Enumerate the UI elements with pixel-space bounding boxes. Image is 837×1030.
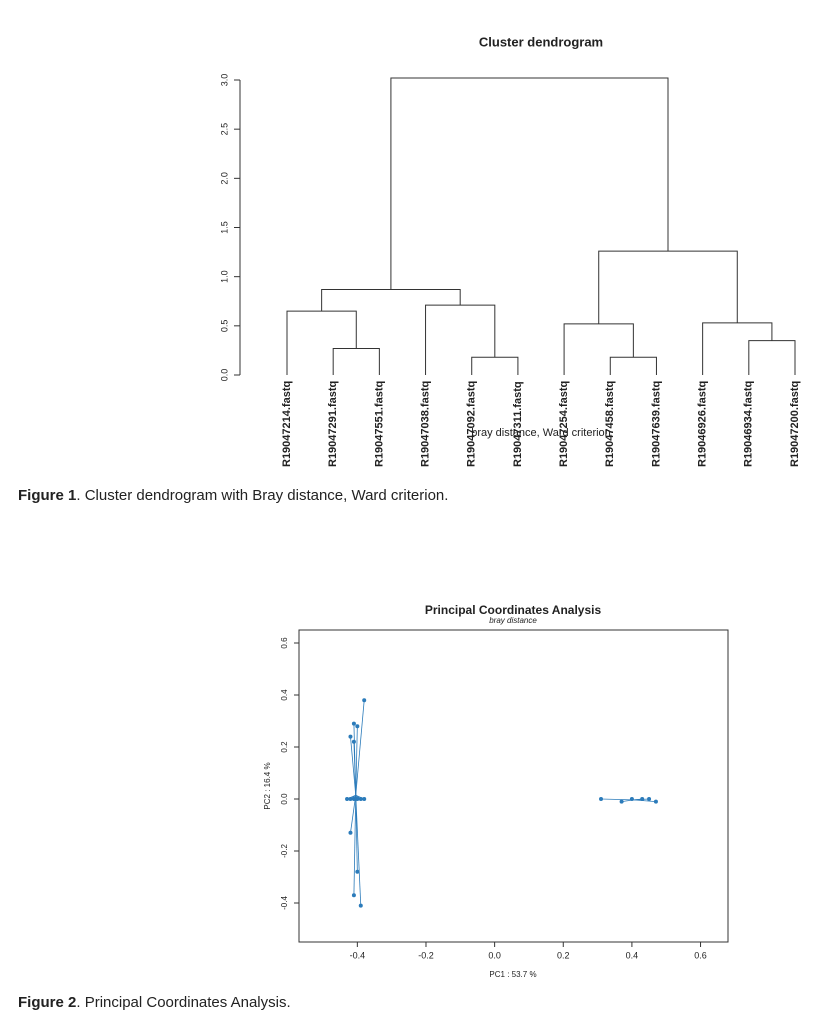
y-tick-label: 1.0 [219, 270, 229, 283]
x-tick-label: 0.2 [557, 950, 570, 960]
leaf-label: R19047551.fastq [373, 381, 385, 467]
spider-line [355, 726, 358, 796]
spider-line [355, 795, 362, 906]
leaf-label: R19047291.fastq [327, 381, 339, 467]
point [619, 799, 624, 804]
point [351, 721, 356, 726]
leaf-label: R19047639.fastq [650, 381, 662, 467]
chart-title: Cluster dendrogram [479, 34, 603, 49]
y-tick-label: -0.2 [280, 844, 289, 858]
dendrogram-branch [332, 347, 380, 375]
dendrogram-branch [321, 288, 461, 312]
point [362, 698, 367, 703]
caption: Figure 1. Cluster dendrogram with Bray d… [18, 487, 448, 504]
chart-subtitle: bray distance [489, 616, 537, 625]
point [348, 797, 353, 801]
point [647, 797, 652, 801]
y-tick-label: 2.5 [219, 123, 229, 136]
point [358, 903, 363, 908]
y-tick-label: 0.0 [219, 369, 229, 382]
dendrogram-branch [390, 77, 669, 290]
point [358, 797, 363, 801]
y-tick-label: 2.0 [219, 172, 229, 185]
point [629, 797, 634, 801]
y-tick-label: 0.4 [280, 689, 289, 701]
y-tick-label: 0.6 [280, 637, 289, 649]
spider-line [355, 700, 365, 796]
dendrogram-branch [609, 356, 657, 375]
dendrogram-branch [425, 304, 496, 375]
y-tick-label: -0.4 [280, 896, 289, 910]
dendrogram-branch [471, 356, 519, 375]
leaf-label: R19046934.fastq [743, 381, 755, 467]
caption-label: Figure 1 [18, 487, 76, 504]
spider-line [633, 799, 656, 802]
plot-frame [298, 629, 729, 943]
leaf-label: R19046926.fastq [697, 381, 709, 467]
caption: Figure 2. Principal Coordinates Analysis… [18, 994, 291, 1011]
point [362, 797, 367, 801]
point [351, 739, 356, 744]
spider-line [353, 795, 357, 896]
dendrogram-branch [598, 250, 738, 324]
point [348, 734, 353, 739]
point [355, 797, 360, 801]
spider-line [601, 798, 634, 801]
dendrogram-branch [702, 322, 773, 375]
x-tick-label: -0.4 [350, 950, 366, 960]
point [348, 830, 353, 835]
spider-line [353, 741, 357, 796]
point [653, 799, 658, 804]
dendrogram-branch [748, 340, 796, 375]
x-tick-label: -0.2 [418, 950, 434, 960]
dendrogram-branch [286, 310, 357, 375]
x-tick-label: 0.6 [694, 950, 707, 960]
caption-text: . Principal Coordinates Analysis. [76, 994, 290, 1011]
spider-line [350, 795, 357, 833]
y-axis-label: PC2 : 16.4 % [263, 762, 272, 809]
y-tick-label: 0.2 [280, 741, 289, 753]
point [351, 797, 356, 801]
point [355, 869, 360, 874]
point [355, 724, 360, 729]
y-tick-label: 0.5 [219, 320, 229, 333]
leaf-label: R19047458.fastq [604, 381, 616, 467]
x-tick-label: 0.4 [626, 950, 639, 960]
caption-text: . Cluster dendrogram with Bray distance,… [76, 487, 448, 504]
point [351, 893, 356, 898]
caption-label: Figure 2 [18, 994, 76, 1011]
leaf-label: R19047200.fastq [789, 381, 801, 467]
y-tick-label: 3.0 [219, 74, 229, 87]
leaf-label: R19047311.fastq [512, 381, 524, 467]
dendrogram-branch [563, 323, 634, 375]
leaf-label: R19047038.fastq [419, 381, 431, 467]
chart-subtitle: bray distance, Ward criterion [471, 427, 611, 439]
spider-line [355, 795, 358, 872]
leaf-label: R19047092.fastq [466, 381, 478, 467]
x-tick-label: 0.0 [488, 950, 501, 960]
leaf-label: R19047254.fastq [558, 381, 570, 467]
point [599, 797, 604, 801]
point [640, 797, 645, 801]
leaf-label: R19047214.fastq [281, 381, 293, 467]
y-tick-label: 1.5 [219, 221, 229, 234]
x-axis-label: PC1 : 53.7 % [489, 970, 536, 979]
spider-line [350, 736, 357, 796]
point [345, 797, 350, 801]
y-tick-label: 0.0 [280, 793, 289, 805]
chart-title: Principal Coordinates Analysis [425, 603, 602, 617]
